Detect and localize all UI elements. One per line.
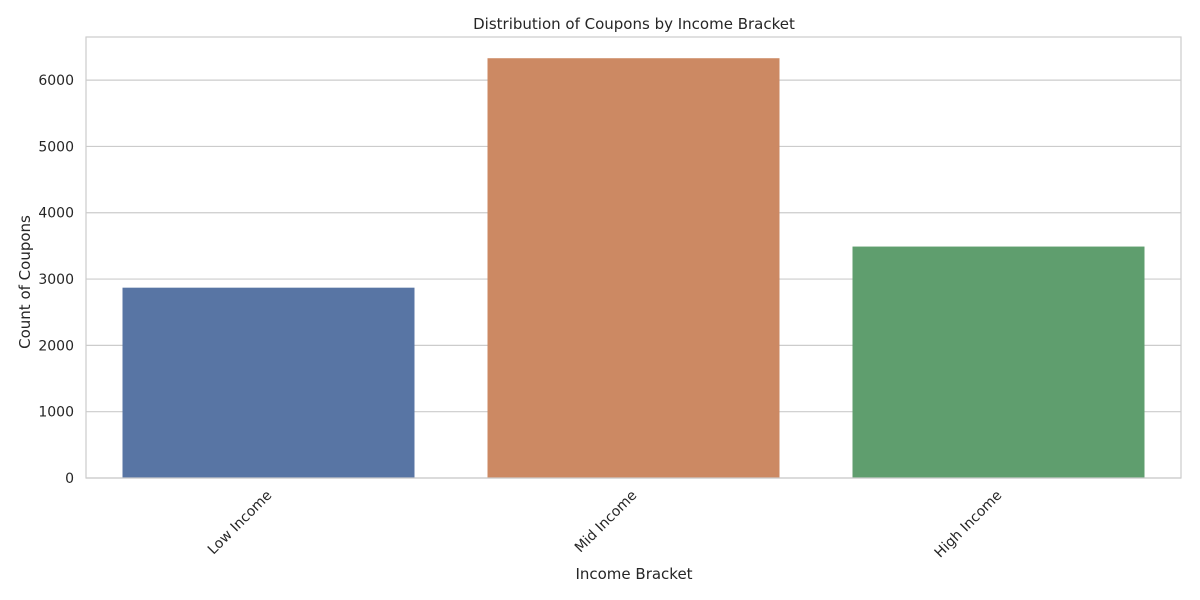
x-tick-label: Low Income: [205, 488, 275, 558]
bars: [122, 58, 1145, 478]
y-tick-labels: 0 1000 2000 3000 4000 5000 6000: [38, 73, 74, 487]
plot-frame: [85, 36, 1182, 479]
x-tick-label: High Income: [932, 488, 1006, 562]
y-tick-label: 6000: [38, 73, 74, 89]
x-axis-title: Income Bracket: [575, 565, 692, 583]
x-tick-labels: Low Income Mid Income High Income: [205, 488, 1005, 562]
y-tick-label: 0: [65, 471, 74, 487]
y-tick-label: 5000: [38, 139, 74, 155]
chart-title: Distribution of Coupons by Income Bracke…: [473, 15, 795, 33]
bar-low-income: [122, 287, 415, 478]
bar-mid-income: [487, 58, 780, 478]
y-tick-label: 3000: [38, 272, 74, 288]
y-tick-label: 4000: [38, 206, 74, 222]
y-axis-title: Count of Coupons: [16, 215, 34, 349]
y-tick-label: 1000: [38, 405, 74, 421]
x-tick-label: Mid Income: [572, 488, 640, 556]
bar-high-income: [852, 246, 1145, 478]
y-tick-label: 2000: [38, 338, 74, 354]
